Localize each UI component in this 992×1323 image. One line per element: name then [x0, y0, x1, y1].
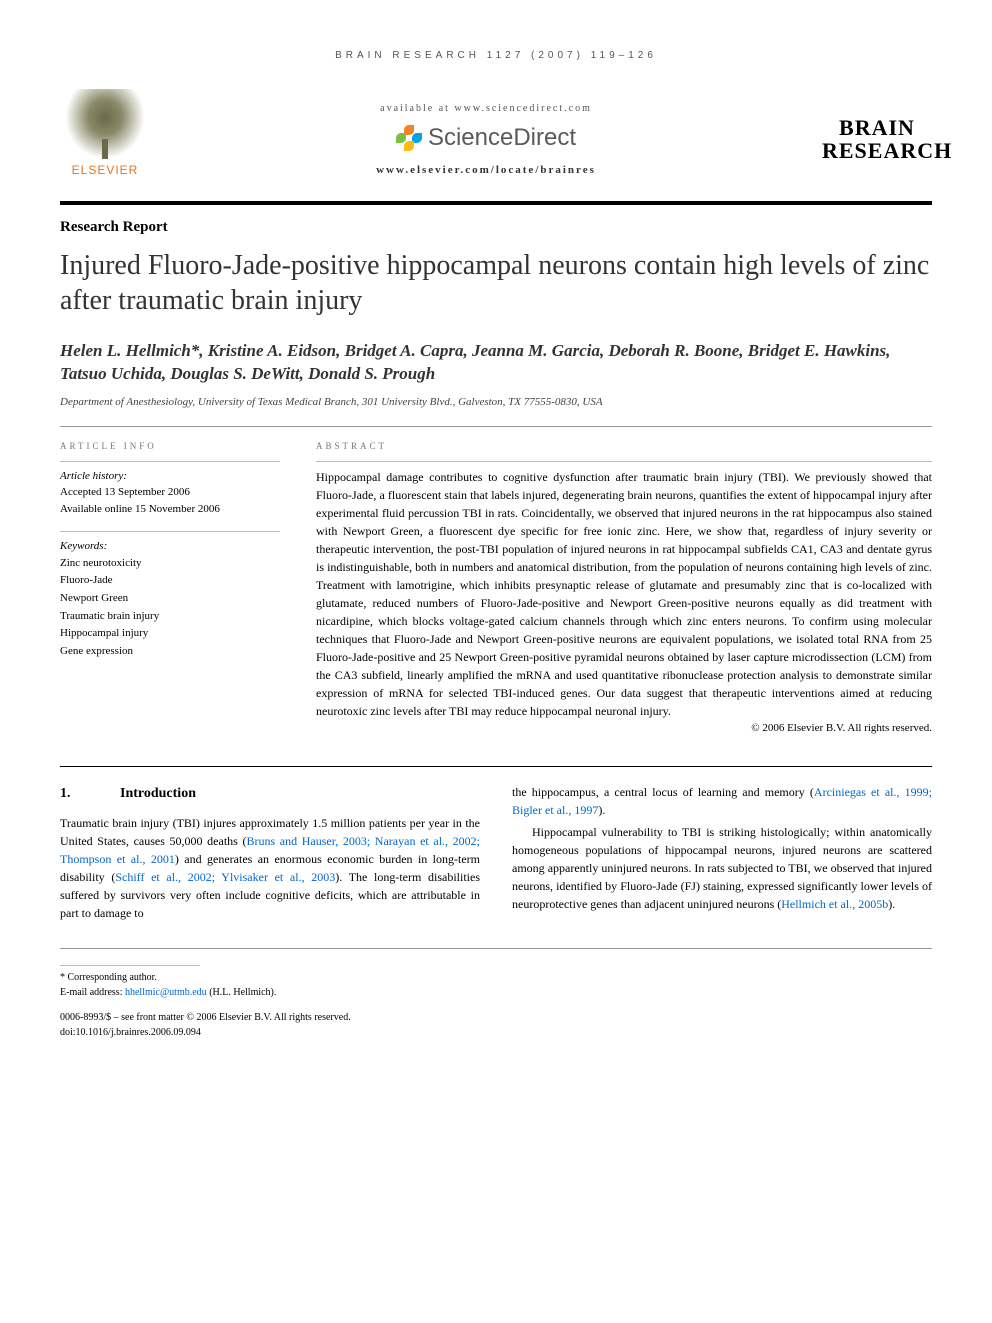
body-col-left: 1. Introduction Traumatic brain injury (…: [60, 783, 480, 922]
article-info-column: ARTICLE INFO Article history: Accepted 1…: [60, 441, 280, 748]
running-header: BRAIN RESEARCH 1127 (2007) 119–126: [60, 50, 932, 61]
email-tail: (H.L. Hellmich).: [207, 987, 277, 998]
journal-name-2: RESEARCH: [822, 139, 932, 162]
elsevier-label: ELSEVIER: [72, 163, 139, 177]
history-heading: Article history:: [60, 468, 280, 485]
keywords-heading: Keywords:: [60, 538, 280, 555]
body-text: ).: [598, 803, 605, 817]
sciencedirect-text: ScienceDirect: [428, 124, 576, 152]
history-block: Article history: Accepted 13 September 2…: [60, 461, 280, 518]
corresponding-author: * Corresponding author.: [60, 970, 932, 985]
affiliation: Department of Anesthesiology, University…: [60, 396, 932, 408]
publisher-banner: ELSEVIER available at www.sciencedirect.…: [60, 81, 932, 205]
divider: [60, 426, 932, 427]
email-link[interactable]: hhellmic@utmb.edu: [125, 987, 207, 998]
body-paragraph: Hippocampal vulnerability to TBI is stri…: [512, 823, 932, 913]
email-label: E-mail address:: [60, 987, 125, 998]
abstract-label: ABSTRACT: [316, 441, 932, 451]
elsevier-logo: ELSEVIER: [60, 89, 150, 189]
keyword: Zinc neurotoxicity: [60, 555, 280, 573]
keywords-block: Keywords: Zinc neurotoxicity Fluoro-Jade…: [60, 531, 280, 660]
keyword: Newport Green: [60, 590, 280, 608]
front-matter: 0006-8993/$ – see front matter © 2006 El…: [60, 1010, 932, 1025]
body-text: the hippocampus, a central locus of lear…: [512, 785, 814, 799]
article-title: Injured Fluoro-Jade-positive hippocampal…: [60, 248, 932, 318]
journal-name-1: BRAIN: [822, 116, 932, 139]
keyword: Fluoro-Jade: [60, 572, 280, 590]
footnote-divider: [60, 965, 200, 966]
section-title: Introduction: [120, 783, 196, 804]
author-list: Helen L. Hellmich*, Kristine A. Eidson, …: [60, 340, 932, 386]
section-number: 1.: [60, 783, 120, 804]
page-footer: * Corresponding author. E-mail address: …: [60, 948, 932, 1040]
email-line: E-mail address: hhellmic@utmb.edu (H.L. …: [60, 985, 932, 1000]
section-heading: 1. Introduction: [60, 783, 480, 804]
journal-url: www.elsevier.com/locate/brainres: [150, 164, 822, 176]
citation-link[interactable]: Schiff et al., 2002; Ylvisaker et al., 2…: [115, 870, 335, 884]
abstract-text: Hippocampal damage contributes to cognit…: [316, 468, 932, 720]
journal-logo: BRAIN RESEARCH: [822, 116, 932, 162]
sciencedirect-icon: [396, 125, 422, 151]
keyword: Hippocampal injury: [60, 625, 280, 643]
keyword: Gene expression: [60, 643, 280, 661]
abstract-column: ABSTRACT Hippocampal damage contributes …: [316, 441, 932, 748]
body-col-right: the hippocampus, a central locus of lear…: [512, 783, 932, 922]
available-at-text: available at www.sciencedirect.com: [150, 103, 822, 114]
keyword: Traumatic brain injury: [60, 608, 280, 626]
sciencedirect-logo: ScienceDirect: [396, 124, 576, 152]
elsevier-tree-icon: [65, 89, 145, 159]
body-paragraph: Traumatic brain injury (TBI) injures app…: [60, 814, 480, 922]
copyright-line: © 2006 Elsevier B.V. All rights reserved…: [316, 722, 932, 734]
body-text: ).: [888, 897, 895, 911]
history-accepted: Accepted 13 September 2006: [60, 484, 280, 501]
body-columns: 1. Introduction Traumatic brain injury (…: [60, 783, 932, 922]
citation-link[interactable]: Hellmich et al., 2005b: [781, 897, 888, 911]
divider-heavy: [60, 766, 932, 767]
doi: doi:10.1016/j.brainres.2006.09.094: [60, 1025, 932, 1040]
article-type: Research Report: [60, 219, 932, 236]
article-info-label: ARTICLE INFO: [60, 441, 280, 451]
banner-center: available at www.sciencedirect.com Scien…: [150, 103, 822, 176]
history-online: Available online 15 November 2006: [60, 501, 280, 518]
body-paragraph: the hippocampus, a central locus of lear…: [512, 783, 932, 819]
info-abstract-row: ARTICLE INFO Article history: Accepted 1…: [60, 441, 932, 748]
